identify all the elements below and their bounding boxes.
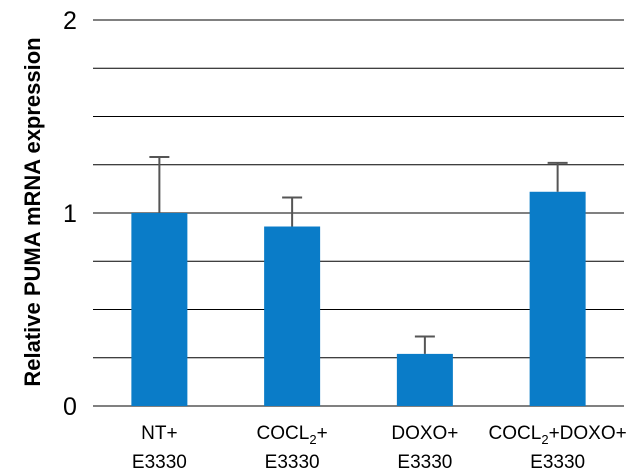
bar-3	[529, 191, 586, 406]
x-category-label-1-line2: E3330	[265, 452, 320, 473]
y-axis-label: Relative PUMA mRNA expression	[20, 37, 45, 386]
bar-0	[131, 213, 188, 406]
x-category-label-1-line1: COCL2+	[257, 423, 328, 447]
x-category-label-2-line1: DOXO+	[391, 423, 458, 444]
y-tick-label-0: 0	[63, 393, 77, 421]
y-tick-labels: 0 1 2	[63, 7, 77, 421]
x-category-label-3-line1: COCL2+DOXO+	[489, 423, 627, 447]
bar-1	[264, 226, 321, 406]
y-tick-label-1: 1	[63, 200, 77, 228]
x-category-label-3-line2: E3330	[530, 452, 585, 473]
y-tick-label-2: 2	[63, 7, 77, 35]
x-category-labels: NT+ E3330 COCL2+ E3330 DOXO+ E3330 COCL2+DOXO+…	[132, 423, 627, 473]
x-category-label-0-line2: E3330	[132, 452, 187, 473]
error-bars	[149, 156, 568, 354]
x-category-label-0-line1: NT+	[141, 423, 177, 444]
bar-2	[396, 353, 453, 406]
bars	[131, 191, 586, 406]
x-category-label-2-line2: E3330	[397, 452, 452, 473]
